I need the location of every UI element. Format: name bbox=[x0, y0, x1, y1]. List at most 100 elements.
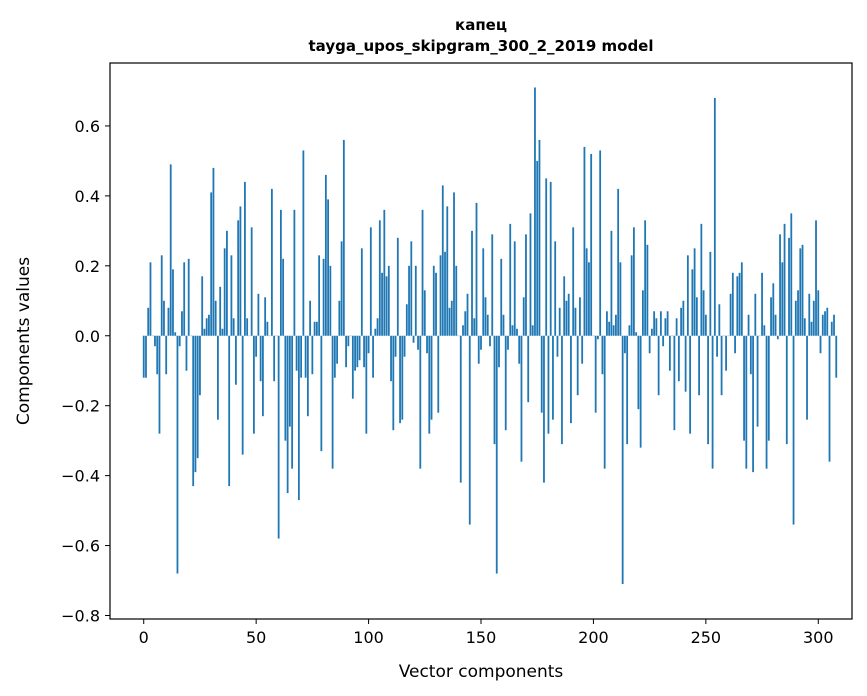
bar bbox=[704, 314, 707, 336]
bar bbox=[277, 335, 280, 539]
bar bbox=[707, 335, 709, 445]
bar bbox=[718, 304, 721, 336]
bars-group bbox=[142, 87, 838, 585]
bar bbox=[498, 335, 500, 368]
bar bbox=[270, 188, 273, 336]
y-axis-label: Components values bbox=[14, 257, 34, 425]
bar bbox=[214, 300, 217, 336]
bar bbox=[455, 265, 458, 336]
bar bbox=[403, 335, 406, 357]
bar bbox=[387, 265, 390, 336]
chart-title-line-2: tayga_upos_skipgram_300_2_2019 model bbox=[309, 37, 654, 55]
bar bbox=[208, 314, 210, 336]
bar bbox=[826, 307, 829, 336]
bar bbox=[668, 335, 671, 371]
bar bbox=[579, 297, 581, 336]
bar bbox=[266, 321, 269, 336]
bar bbox=[740, 262, 743, 336]
bar bbox=[372, 335, 374, 378]
bar bbox=[628, 325, 631, 336]
bar bbox=[617, 188, 620, 336]
bar bbox=[603, 335, 606, 469]
bar bbox=[824, 311, 826, 336]
bar bbox=[390, 335, 392, 382]
bar bbox=[381, 272, 383, 336]
bar bbox=[482, 248, 485, 336]
bar bbox=[601, 335, 604, 375]
bar bbox=[815, 220, 817, 336]
bar bbox=[401, 335, 404, 420]
bar bbox=[235, 335, 237, 385]
bar bbox=[462, 325, 464, 336]
bar bbox=[720, 335, 723, 396]
bar bbox=[480, 335, 482, 350]
bar bbox=[554, 241, 557, 336]
y-tick-label: 0.4 bbox=[75, 187, 100, 206]
bar bbox=[464, 311, 467, 336]
bar bbox=[201, 276, 204, 336]
bar bbox=[145, 335, 147, 378]
bar bbox=[448, 307, 451, 336]
bar bbox=[255, 335, 258, 357]
bar bbox=[729, 293, 732, 336]
bar bbox=[817, 290, 820, 336]
bar bbox=[241, 335, 244, 455]
bar bbox=[459, 335, 462, 483]
bar bbox=[761, 272, 763, 336]
bar bbox=[156, 335, 159, 375]
bar bbox=[288, 335, 291, 427]
bar bbox=[630, 255, 633, 336]
bar bbox=[808, 293, 811, 336]
bar bbox=[801, 244, 804, 336]
bar bbox=[264, 297, 267, 336]
bar bbox=[682, 300, 685, 336]
bar bbox=[306, 335, 309, 417]
bar bbox=[565, 300, 568, 336]
bar bbox=[504, 335, 507, 431]
bar bbox=[803, 318, 806, 336]
bar bbox=[205, 318, 208, 336]
bar bbox=[212, 167, 215, 336]
bar bbox=[185, 335, 188, 371]
bar bbox=[702, 290, 705, 336]
bar bbox=[666, 311, 669, 336]
bar bbox=[567, 293, 570, 336]
bar bbox=[695, 297, 698, 336]
bar bbox=[725, 335, 727, 371]
bar bbox=[543, 335, 545, 483]
bar bbox=[518, 335, 521, 364]
y-tick-label: 0.2 bbox=[75, 257, 100, 276]
bar bbox=[435, 272, 437, 336]
bar bbox=[489, 335, 491, 347]
bar bbox=[765, 335, 768, 469]
bar bbox=[142, 335, 145, 378]
bar bbox=[520, 335, 523, 462]
bar bbox=[338, 300, 341, 336]
bar bbox=[659, 311, 662, 336]
x-tick-label: 200 bbox=[578, 628, 609, 647]
bar bbox=[597, 335, 599, 340]
bar bbox=[284, 335, 287, 441]
bar bbox=[738, 272, 741, 336]
bar bbox=[250, 227, 253, 336]
bar bbox=[675, 318, 678, 336]
bar bbox=[453, 192, 455, 336]
bar bbox=[376, 318, 379, 336]
x-tick-label: 0 bbox=[139, 628, 149, 647]
bar bbox=[522, 297, 525, 336]
bar bbox=[736, 276, 739, 336]
bar bbox=[558, 307, 561, 336]
bar bbox=[187, 258, 190, 336]
bar bbox=[441, 185, 444, 336]
bar bbox=[163, 300, 165, 336]
bar bbox=[527, 335, 530, 403]
bar bbox=[797, 290, 799, 336]
bar bbox=[648, 335, 651, 354]
bar bbox=[181, 311, 183, 336]
bar bbox=[615, 314, 617, 336]
bar bbox=[192, 335, 195, 487]
bar bbox=[785, 335, 788, 445]
bar bbox=[552, 335, 554, 420]
bar bbox=[612, 325, 615, 336]
